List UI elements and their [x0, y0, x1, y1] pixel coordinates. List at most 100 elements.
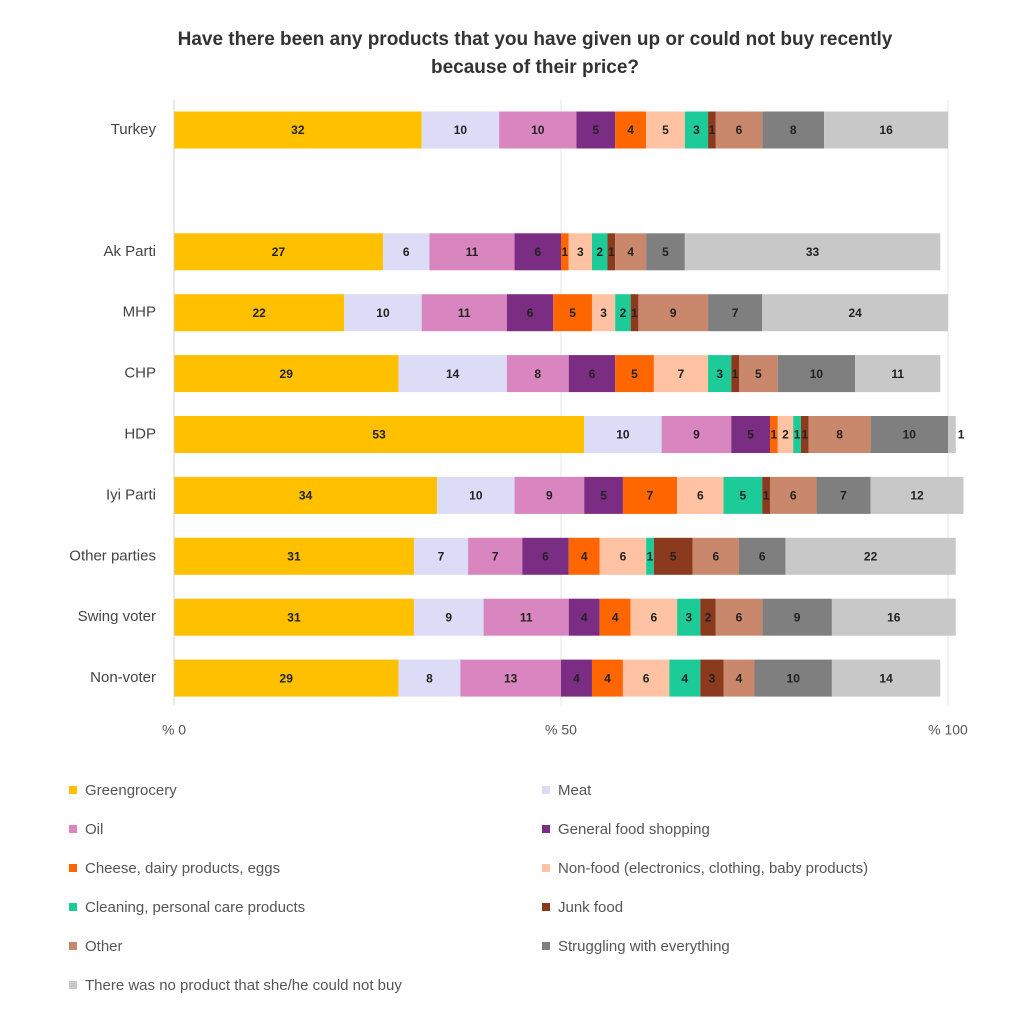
bar-segment: [437, 476, 515, 514]
bar-segment: [561, 233, 569, 271]
bar-segment: [506, 355, 569, 393]
bar-segment: [793, 416, 801, 453]
data-label: 7: [492, 549, 499, 563]
data-label: 31: [287, 610, 301, 624]
bar-segment: [615, 355, 654, 393]
bar-segment: [723, 476, 763, 514]
bar-segment: [739, 355, 778, 393]
x-tick-label: % 0: [162, 722, 186, 738]
data-label: 1: [562, 245, 569, 259]
bar-segment: [568, 355, 616, 393]
data-label: 6: [736, 610, 743, 624]
bar-segment: [708, 294, 763, 332]
bar-segment: [561, 659, 592, 697]
data-label: 14: [879, 671, 893, 685]
data-label: 6: [712, 549, 719, 563]
bar-segment: [568, 233, 592, 271]
y-tick-label: Swing voter: [78, 608, 156, 625]
x-tick-label: % 100: [928, 722, 968, 738]
bar-segment: [646, 111, 685, 149]
legend-label: Cleaning, personal care products: [85, 899, 305, 916]
data-label: 4: [736, 671, 743, 685]
data-label: 3: [577, 245, 584, 259]
data-label: 5: [670, 549, 677, 563]
bar-segment: [630, 294, 639, 332]
data-label: 11: [466, 245, 479, 259]
bar-segment: [870, 416, 948, 453]
bar-segment: [576, 111, 616, 149]
data-label: 4: [604, 671, 611, 685]
bar-segment: [692, 537, 740, 575]
y-tick-label: CHP: [124, 365, 156, 382]
data-label: 7: [840, 489, 847, 503]
data-label: 13: [504, 671, 518, 685]
legend-swatch: [69, 903, 77, 911]
bar-segment: [708, 111, 716, 149]
bar-segment: [522, 537, 569, 575]
data-label: 9: [693, 428, 700, 442]
data-label: 10: [810, 367, 824, 381]
data-label: 6: [697, 489, 704, 503]
bar-segment: [615, 233, 647, 271]
bar-segment: [174, 537, 414, 575]
bar-segment: [715, 111, 763, 149]
data-label: 5: [662, 245, 669, 259]
bar-segment: [769, 416, 778, 453]
legend-swatch: [69, 864, 77, 872]
y-tick-label: Ak Parti: [103, 243, 156, 260]
bar-segment: [468, 537, 523, 575]
legend-swatch: [542, 786, 550, 794]
legend-label: Non-food (electronics, clothing, baby pr…: [558, 860, 868, 877]
bar-segment: [514, 476, 585, 514]
bar-segment: [653, 537, 693, 575]
bar-segment: [622, 659, 670, 697]
bar-segment: [831, 598, 956, 636]
data-label: 1: [732, 367, 739, 381]
data-label: 6: [589, 367, 596, 381]
legend-label: Struggling with everything: [558, 938, 730, 955]
legend-swatch: [542, 864, 550, 872]
bar-segment: [715, 598, 763, 636]
data-label: 1: [801, 428, 808, 442]
bar-segment: [499, 111, 577, 149]
data-label: 2: [596, 245, 603, 259]
data-label: 32: [291, 123, 305, 137]
legend-swatch: [542, 942, 550, 950]
data-label: 1: [763, 489, 770, 503]
legend-label: Junk food: [558, 899, 623, 916]
bar-segment: [599, 598, 631, 636]
bar-segment: [677, 476, 724, 514]
data-label: 1: [794, 428, 801, 442]
bar-segment: [677, 598, 701, 636]
legend-label: There was no product that she/he could n…: [85, 977, 402, 994]
data-label: 1: [958, 428, 965, 442]
y-tick-label: Turkey: [111, 121, 157, 138]
data-label: 6: [759, 549, 766, 563]
data-label: 27: [272, 245, 286, 259]
bar-segment: [708, 355, 732, 393]
data-label: 6: [534, 245, 541, 259]
data-label: 1: [709, 123, 716, 137]
data-label: 6: [403, 245, 410, 259]
data-label: 9: [670, 306, 677, 320]
bar-segment: [808, 416, 871, 453]
bar-segment: [723, 659, 755, 697]
data-label: 3: [685, 610, 692, 624]
bar-segment: [413, 537, 469, 575]
data-label: 3: [716, 367, 723, 381]
bar-segment: [568, 537, 600, 575]
legend-swatch: [542, 825, 550, 833]
data-label: 6: [620, 549, 627, 563]
bar-segment: [700, 598, 716, 636]
data-label: 4: [581, 610, 588, 624]
data-label: 4: [627, 123, 634, 137]
legend-label: General food shopping: [558, 821, 710, 838]
data-label: 10: [376, 306, 390, 320]
data-label: 10: [903, 428, 917, 442]
bar-segment: [174, 111, 422, 149]
bar-segment: [591, 233, 608, 271]
data-label: 2: [620, 306, 627, 320]
data-label: 10: [469, 489, 483, 503]
